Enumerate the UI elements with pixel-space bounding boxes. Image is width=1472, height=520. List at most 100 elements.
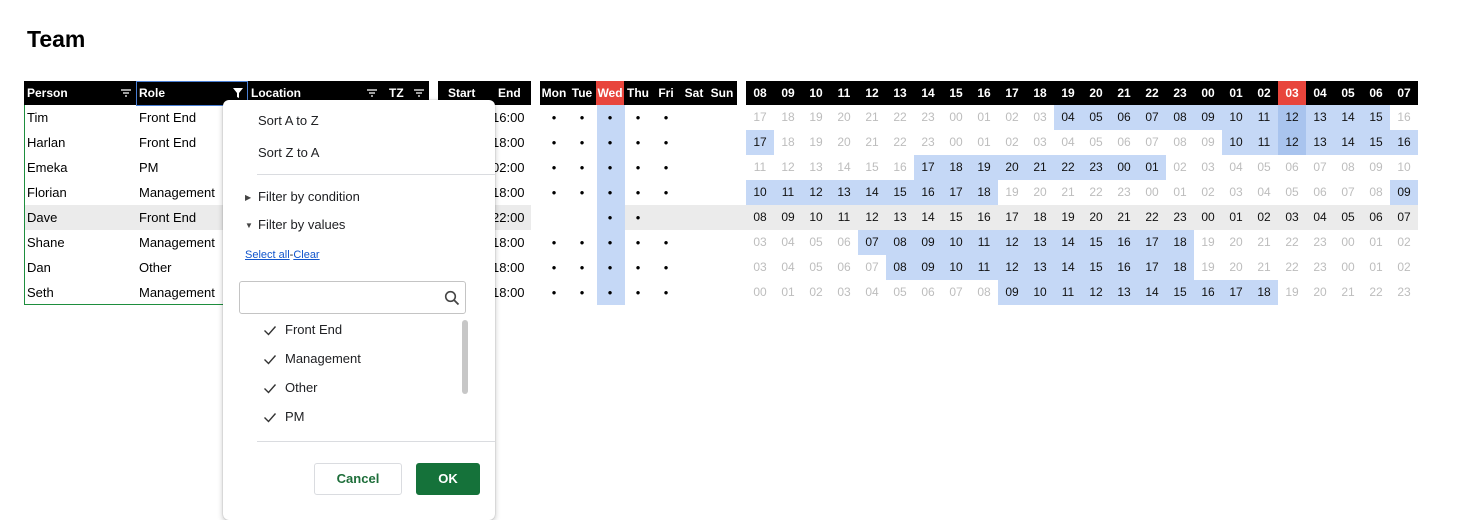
hour-cell[interactable]: 12 [865,210,879,224]
hour-cell[interactable]: 12 [998,230,1026,255]
hour-cell[interactable]: 15 [1166,280,1194,305]
hour-cell[interactable]: 17 [1005,210,1019,224]
hour-cell[interactable]: 23 [921,135,935,149]
hour-cell[interactable]: 10 [942,230,970,255]
hour-cell[interactable]: 03 [1201,160,1215,174]
hour-cell[interactable]: 12 [998,255,1026,280]
hour-cell[interactable]: 22 [1089,185,1103,199]
hour-cell[interactable]: 11 [1054,280,1082,305]
hour-cell[interactable]: 08 [753,210,767,224]
hour-cell[interactable]: 14 [1138,280,1166,305]
hour-cell[interactable]: 02 [1397,235,1411,249]
hour-cell[interactable]: 21 [1026,155,1054,180]
hour-cell[interactable]: 00 [1201,210,1215,224]
day-cell[interactable] [708,280,736,305]
day-cell[interactable] [568,205,596,230]
day-cell[interactable]: • [579,185,585,200]
hour-cell[interactable]: 04 [865,285,879,299]
end-cell[interactable]: 16:00 [492,110,525,125]
table-row[interactable]: Dave Front End 22:00 • • 08 09 10 11 12 13 14 15 16 17… [0,205,1420,230]
day-cell[interactable]: • [579,235,585,250]
hour-cell[interactable]: 16 [1194,280,1222,305]
hour-cell[interactable]: 09 [1201,135,1215,149]
hour-cell[interactable]: 15 [1082,230,1110,255]
day-cell[interactable] [680,230,708,255]
hour-cell[interactable]: 07 [1138,105,1166,130]
hour-cell[interactable]: 22 [1054,155,1082,180]
hour-cell[interactable]: 13 [893,210,907,224]
person-cell[interactable]: Seth [27,285,54,300]
hour-cell[interactable]: 00 [1341,235,1355,249]
hour-cell[interactable]: 21 [865,135,879,149]
hour-cell[interactable]: 17 [942,180,970,205]
hour-cell[interactable]: 16 [1397,110,1411,124]
day-cell[interactable]: • [663,285,669,300]
hour-cell[interactable]: 04 [1061,135,1075,149]
hour-cell[interactable]: 20 [1033,185,1047,199]
day-cell[interactable]: • [551,160,557,175]
hour-cell[interactable]: 01 [1369,260,1383,274]
caret-right-icon[interactable]: ▶ [245,193,252,202]
day-cell[interactable] [680,280,708,305]
hour-cell[interactable]: 09 [1369,160,1383,174]
hour-cell[interactable]: 23 [1397,285,1411,299]
hour-cell[interactable]: 06 [837,260,851,274]
person-cell[interactable]: Harlan [27,135,66,150]
hour-cell[interactable]: 11 [753,160,767,174]
hour-cell[interactable]: 14 [858,180,886,205]
table-row[interactable]: Harlan Front End 18:00 • • • • • 17 18 19 20 21 22 23 0… [0,130,1420,155]
hour-cell[interactable]: 08 [1173,135,1187,149]
day-cell[interactable]: • [607,185,613,200]
table-row[interactable]: Florian Management 18:00 • • • • • 10 11 12 13 14 15 1… [0,180,1420,205]
hour-cell[interactable]: 08 [1369,185,1383,199]
day-cell[interactable]: • [635,135,641,150]
select-all-link[interactable]: Select all [245,249,290,261]
day-cell[interactable] [540,205,568,230]
sort-a-z-item[interactable]: Sort A to Z [258,113,319,128]
day-cell[interactable] [708,205,736,230]
hour-cell[interactable]: 05 [893,285,907,299]
day-cell[interactable]: • [635,210,641,225]
hour-cell[interactable]: 19 [1285,285,1299,299]
day-cell[interactable]: • [579,135,585,150]
hour-cell[interactable]: 18 [781,110,795,124]
ok-button[interactable]: OK [416,463,480,495]
table-row[interactable]: Emeka PM 02:00 • • • • • 11 12 13 14 15 16 17 18 19 20 21 2… [0,155,1420,180]
hour-cell[interactable]: 11 [837,210,851,224]
hour-cell[interactable]: 20 [1229,235,1243,249]
hour-cell[interactable]: 22 [1285,235,1299,249]
hour-cell[interactable]: 02 [1257,210,1271,224]
hour-cell[interactable]: 19 [970,155,998,180]
day-cell[interactable]: • [635,285,641,300]
hour-cell[interactable]: 20 [1313,285,1327,299]
hour-cell[interactable]: 06 [1117,135,1131,149]
hour-cell[interactable]: 09 [914,230,942,255]
day-cell[interactable] [652,205,680,230]
hour-cell[interactable]: 02 [1173,160,1187,174]
hour-cell[interactable]: 03 [1033,110,1047,124]
day-cell[interactable]: • [635,260,641,275]
hour-cell[interactable]: 16 [1110,255,1138,280]
person-cell[interactable]: Florian [27,185,67,200]
day-cell[interactable] [680,180,708,205]
filter-icon[interactable] [413,87,425,99]
hour-cell[interactable]: 18 [1250,280,1278,305]
day-cell[interactable]: • [607,110,613,125]
hour-cell[interactable]: 21 [1341,285,1355,299]
hour-cell[interactable]: 21 [1117,210,1131,224]
end-cell[interactable]: 18:00 [492,285,525,300]
header-start[interactable]: Start [448,86,476,100]
role-cell[interactable]: Front End [139,110,197,125]
day-cell[interactable] [708,230,736,255]
hour-cell[interactable]: 05 [1082,105,1110,130]
hour-cell[interactable]: 08 [977,285,991,299]
hour-cell[interactable]: 07 [1397,210,1411,224]
hour-cell[interactable]: 07 [865,260,879,274]
hour-cell[interactable]: 13 [1026,255,1054,280]
day-cell[interactable]: • [551,235,557,250]
day-cell[interactable]: • [551,135,557,150]
hour-cell[interactable]: 01 [977,135,991,149]
table-row[interactable]: Tim Front End 16:00 • • • • • 17 18 19 20 21 22 23 00 01… [0,105,1420,130]
end-cell[interactable]: 18:00 [492,135,525,150]
hour-cell[interactable]: 14 [837,160,851,174]
